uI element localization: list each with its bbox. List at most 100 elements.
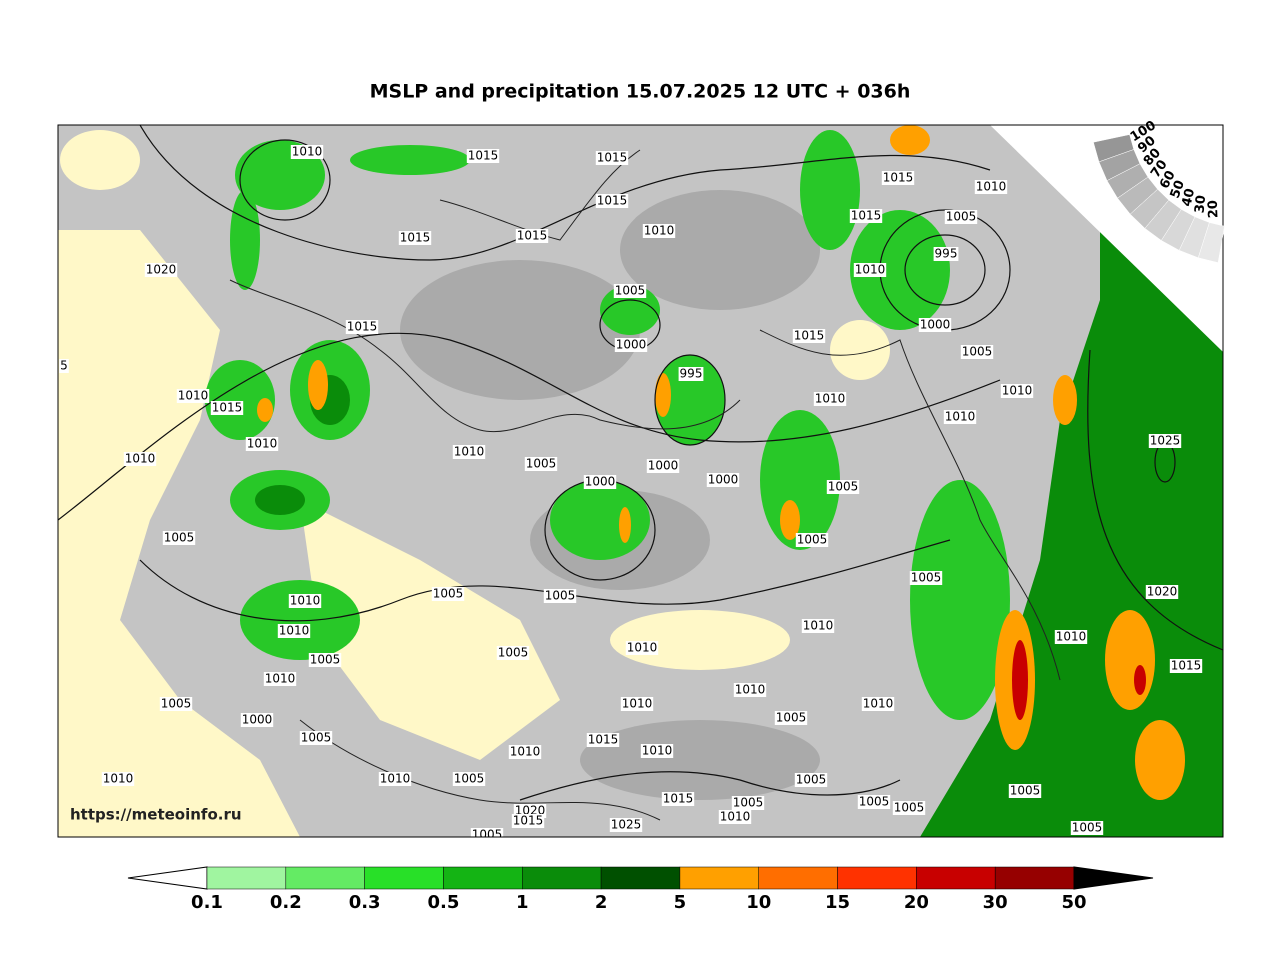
isobar-label-bg	[586, 733, 620, 747]
isobar-label-bg	[801, 619, 835, 633]
colorbar-tick-label: 0.3	[349, 892, 381, 913]
isobar-label-bg	[144, 263, 178, 277]
isobar-label: 5	[60, 359, 68, 373]
colorbar-segment	[285, 866, 365, 890]
isobar-label-bg	[470, 828, 504, 837]
isobars	[58, 125, 1223, 801]
colorbar-tick-label: 50	[1061, 892, 1086, 913]
isobar-label: 1015	[347, 320, 378, 334]
isobar-label: 1010	[720, 810, 751, 824]
isobar-label-bg	[210, 401, 244, 415]
isobar-label-bg	[299, 731, 333, 745]
cloud-scale-label: 50	[1168, 178, 1188, 200]
isobar-label-bg	[515, 229, 549, 243]
isobar-label: 1005	[301, 731, 332, 745]
title: MSLP and precipitation 15.07.2025 12 UTC…	[370, 81, 911, 103]
isobar-label-bg	[466, 149, 500, 163]
isobar-label-bg	[308, 653, 342, 667]
isobar-label-bg	[277, 624, 311, 638]
isobar-label: 1000	[648, 459, 679, 473]
isobar-label-bg	[1000, 384, 1034, 398]
isobar-label: 1015	[400, 231, 431, 245]
isobar-label: 1015	[517, 229, 548, 243]
isobar-label-bg	[678, 367, 704, 381]
isobar-label-bg	[646, 459, 680, 473]
isobar-label-bg	[452, 772, 486, 786]
isobar-label: 1005	[164, 531, 195, 545]
isobar-label-bg	[1054, 630, 1088, 644]
isobar-label: 1015	[468, 149, 499, 163]
isobar-label: 1005	[946, 210, 977, 224]
isobar-label-bg	[974, 180, 1008, 194]
isobar-label-bg	[857, 795, 891, 809]
colorbar-segment	[994, 866, 1075, 890]
isobar-label: 1010	[510, 745, 541, 759]
isobar-label-bg	[892, 801, 926, 815]
isobar-label-bg	[795, 533, 829, 547]
isobar-label: 995	[935, 247, 958, 261]
isobar-label: 1015	[588, 733, 619, 747]
isobar-label-bg	[918, 318, 952, 332]
colorbar-tick-label: 30	[983, 892, 1008, 913]
isobar-label: 1010	[103, 772, 134, 786]
isobar-label: 1010	[627, 641, 658, 655]
isobar-label-bg	[933, 247, 959, 261]
isobar-label-bg	[583, 475, 617, 489]
isobar-label: 1010	[863, 697, 894, 711]
isobar-label-bg	[960, 345, 994, 359]
isobar-label: 1005	[1072, 821, 1103, 835]
isobar-label: 1010	[247, 437, 278, 451]
isobar-label: 1010	[735, 683, 766, 697]
isobar-label-bg	[640, 744, 674, 758]
isobar-label: 1005	[894, 801, 925, 815]
isobar-label-bg	[943, 410, 977, 424]
colorbar-tick-label: 5	[674, 892, 687, 913]
isobar-label: 1005	[498, 646, 529, 660]
isobar-label-bg	[345, 320, 379, 334]
isobar-label: 1005	[911, 571, 942, 585]
isobar-label: 1010	[855, 263, 886, 277]
isobar-label-bg	[661, 792, 695, 806]
cloud-scale-label: 30	[1193, 194, 1210, 213]
isobar-label: 1015	[597, 151, 628, 165]
isobar-label: 1005	[859, 795, 890, 809]
isobar-label: 1015	[597, 194, 628, 208]
colorbar-tick-label: 10	[746, 892, 771, 913]
isobar-label: 1000	[242, 713, 273, 727]
isobar-label: 1025	[611, 818, 642, 832]
isobar-label-bg	[431, 587, 465, 601]
isobar-label: 1005	[526, 457, 557, 471]
isobar-label-bg	[59, 359, 69, 373]
isobar-label-bg	[508, 745, 542, 759]
isobar-label: 1005	[733, 796, 764, 810]
isobar-label: 1010	[642, 744, 673, 758]
isobar-label-bg	[123, 452, 157, 466]
cloud-scale-label: 60	[1157, 168, 1179, 191]
isobar-label: 1015	[212, 401, 243, 415]
cloud-scale-label: 20	[1206, 200, 1222, 219]
isobar-label: 1005	[962, 345, 993, 359]
isobar-label-bg	[245, 437, 279, 451]
isobar-label-bg	[452, 445, 486, 459]
isobar-label: 1005	[545, 589, 576, 603]
isobar-label-bg	[511, 814, 545, 828]
colorbar-tick-label: 0.2	[270, 892, 302, 913]
isobar-label: 1010	[976, 180, 1007, 194]
isobar-label-bg	[774, 711, 808, 725]
isobar-label-bg	[881, 171, 915, 185]
isobar-label-bg	[731, 796, 765, 810]
isobar-label-bg	[609, 818, 643, 832]
isobar-label-bg	[1008, 784, 1042, 798]
coastlines	[229, 149, 1061, 821]
isobar-label-bg	[625, 641, 659, 655]
isobar-label-bg	[240, 713, 274, 727]
isobar-label-bg	[595, 151, 629, 165]
precip-areas-extreme	[1012, 640, 1146, 720]
isobar-label: 995	[680, 367, 703, 381]
land-clear	[58, 130, 1220, 837]
isobar-label: 1010	[945, 410, 976, 424]
colorbar-segment	[758, 866, 838, 890]
isobar-label: 1010	[125, 452, 156, 466]
isobar-label: 1010	[622, 697, 653, 711]
